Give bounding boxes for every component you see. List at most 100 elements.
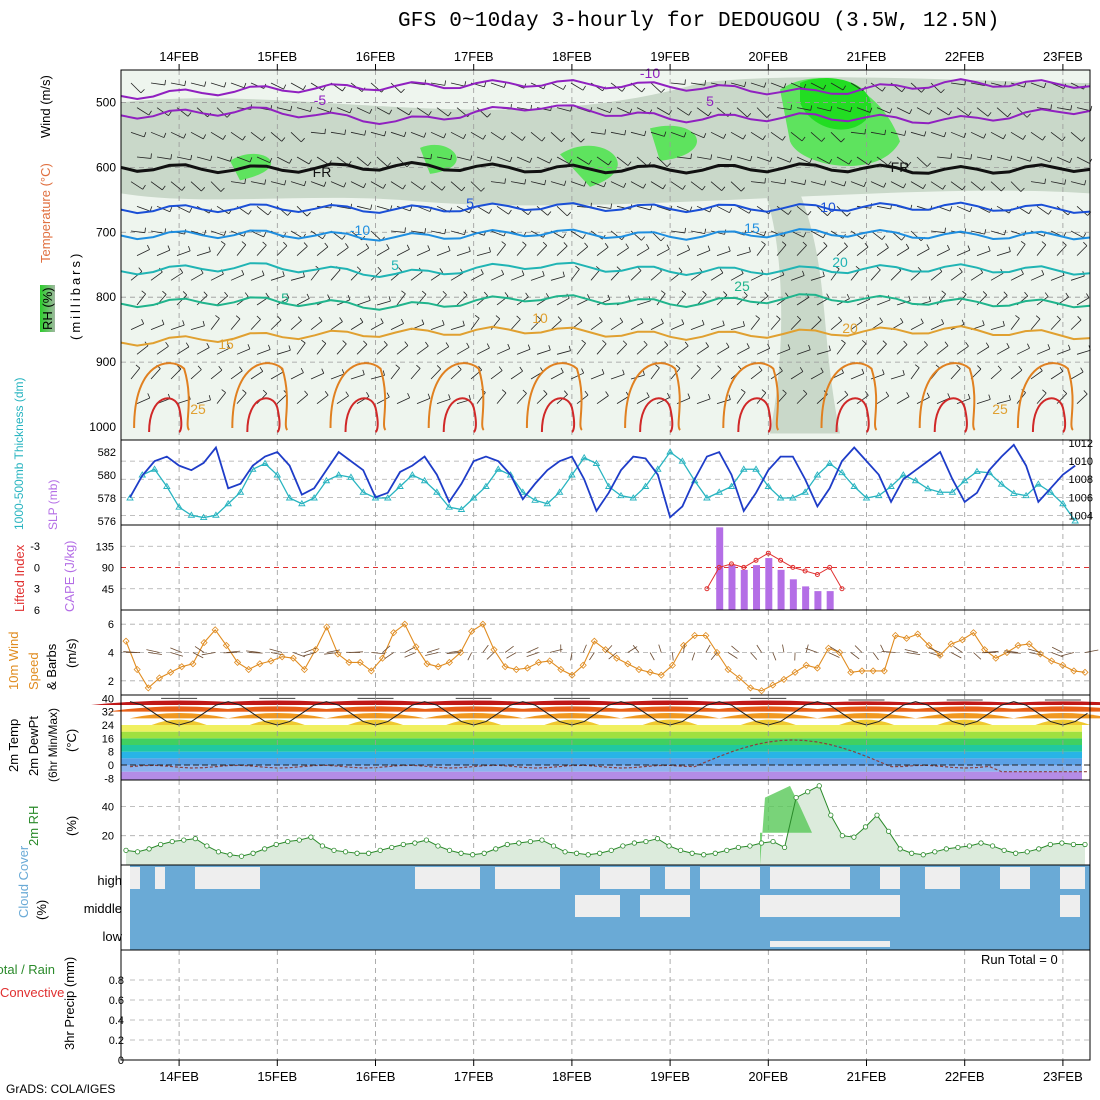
upper-wind-barb-flag (841, 339, 846, 344)
upper-wind-barb (930, 131, 945, 138)
upper-wind-barb-flag (963, 132, 967, 138)
bl-temp-contour-hot (148, 397, 183, 433)
upper-wind-barb-flag (368, 295, 371, 301)
upper-wind-barb-flag (1083, 390, 1088, 395)
upper-wind-barb (210, 369, 223, 380)
upper-wind-barb (630, 230, 642, 241)
wind10-barb (146, 649, 160, 653)
upper-wind-barb (416, 249, 430, 257)
upper-wind-barb-flag (1020, 269, 1024, 275)
upper-wind-barb (750, 318, 760, 330)
upper-wind-barb (1070, 371, 1084, 380)
rh-tick-label: 40 (102, 801, 114, 813)
upper-wind-barb-flag (235, 315, 241, 320)
upper-wind-barb-flag (563, 84, 567, 90)
wind10-barb (549, 648, 563, 653)
thickness-line (129, 451, 1076, 522)
upper-wind-barb (690, 230, 705, 235)
upper-wind-barb-flag (218, 366, 223, 371)
thickness-point (654, 465, 662, 472)
upper-wind-barb-flag (407, 393, 411, 398)
upper-wind-barb (216, 244, 226, 256)
upper-wind-barb-flag (468, 394, 471, 400)
thickness-point (212, 511, 220, 518)
date-label: 20FEB (748, 49, 788, 64)
upper-wind-barb (1036, 205, 1049, 215)
wind10-axis-label-b: Speed (26, 652, 41, 690)
wind10-barb (906, 652, 921, 655)
upper-wind-barb-flag (498, 366, 503, 371)
thickness-point (629, 494, 638, 501)
thickness-point (310, 494, 318, 501)
wind10-point (891, 631, 899, 640)
thickness-point (666, 448, 674, 455)
upper-wind-barb (136, 345, 149, 355)
t2-axis-label-a: 2m Temp (6, 718, 21, 772)
rh-point (585, 852, 591, 858)
thickness-point (482, 482, 490, 489)
wind10-barb (632, 644, 640, 653)
bl-temp-contour-hot (540, 397, 576, 433)
upper-wind-barb-flag (501, 241, 506, 245)
upper-wind-barb-flag (148, 110, 152, 116)
upper-wind-barb-flag (808, 344, 811, 350)
temperature-contour (120, 261, 1091, 279)
rh2m-axis-label: 2m RH (26, 805, 41, 846)
wind10-barb (425, 652, 439, 656)
upper-wind-barb-flag (887, 161, 892, 166)
wind10-barb (672, 652, 674, 661)
upper-wind-barb (296, 298, 310, 306)
upper-wind-barb (450, 82, 465, 87)
upper-wind-barb-flag (728, 394, 731, 400)
lifted-axis-label: Lifted Index (12, 544, 27, 612)
upper-wind-barb (390, 131, 405, 138)
upper-wind-barb-flag (704, 80, 707, 86)
bl-temp-contour (525, 362, 583, 431)
upper-wind-barb-flag (923, 341, 928, 346)
upper-wind-barb-flag (424, 228, 427, 234)
thickness-point (457, 505, 466, 512)
thickness-point (973, 467, 981, 474)
upper-wind-barb (816, 245, 828, 256)
rh-point (805, 789, 811, 795)
wind10-axis-label-a: 10m Wind (6, 631, 21, 690)
rh-point (712, 850, 718, 856)
wind10-point (155, 674, 164, 682)
upper-wind-barb (476, 156, 491, 162)
upper-wind-barb (716, 205, 730, 214)
upper-wind-barb-flag (386, 392, 390, 398)
upper-wind-barb (350, 181, 364, 189)
upper-wind-barb (1050, 371, 1063, 380)
temp2m-line (129, 701, 1088, 726)
upper-wind-barb (970, 230, 985, 235)
upper-wind-barb-flag (302, 271, 305, 277)
cloud-row-label: middle (84, 901, 122, 916)
upper-wind-barb-flag (962, 290, 967, 295)
thickness-point (1034, 480, 1043, 487)
upper-wind-barb-flag (457, 365, 462, 370)
thickness-point (285, 494, 294, 501)
upper-wind-barb (390, 82, 402, 93)
cloud-gap (130, 867, 140, 889)
upper-wind-barb-flag (427, 245, 431, 251)
upper-wind-barb (1030, 370, 1043, 380)
upper-wind-barb (176, 156, 191, 161)
upper-wind-barb (910, 230, 922, 241)
upper-wind-barb-flag (970, 154, 973, 160)
upper-wind-barb-flag (382, 370, 385, 376)
upper-wind-barb-flag (226, 113, 231, 118)
upper-wind-barb (536, 156, 550, 164)
upper-wind-barb-flag (1024, 291, 1029, 297)
upper-wind-barb-flag (742, 321, 745, 327)
upper-wind-barb-flag (641, 87, 646, 93)
upper-wind-barb (850, 373, 865, 380)
upper-wind-barb-flag (901, 236, 906, 241)
wind10-barb (270, 652, 285, 656)
wind10-barb (1004, 650, 1019, 653)
wind10-barb (928, 652, 942, 657)
thickness-point (862, 494, 871, 501)
upper-wind-barb-flag (779, 366, 783, 372)
upper-wind-barb (850, 181, 865, 188)
upper-wind-barb (736, 392, 746, 404)
upper-wind-barb-flag (688, 110, 692, 116)
